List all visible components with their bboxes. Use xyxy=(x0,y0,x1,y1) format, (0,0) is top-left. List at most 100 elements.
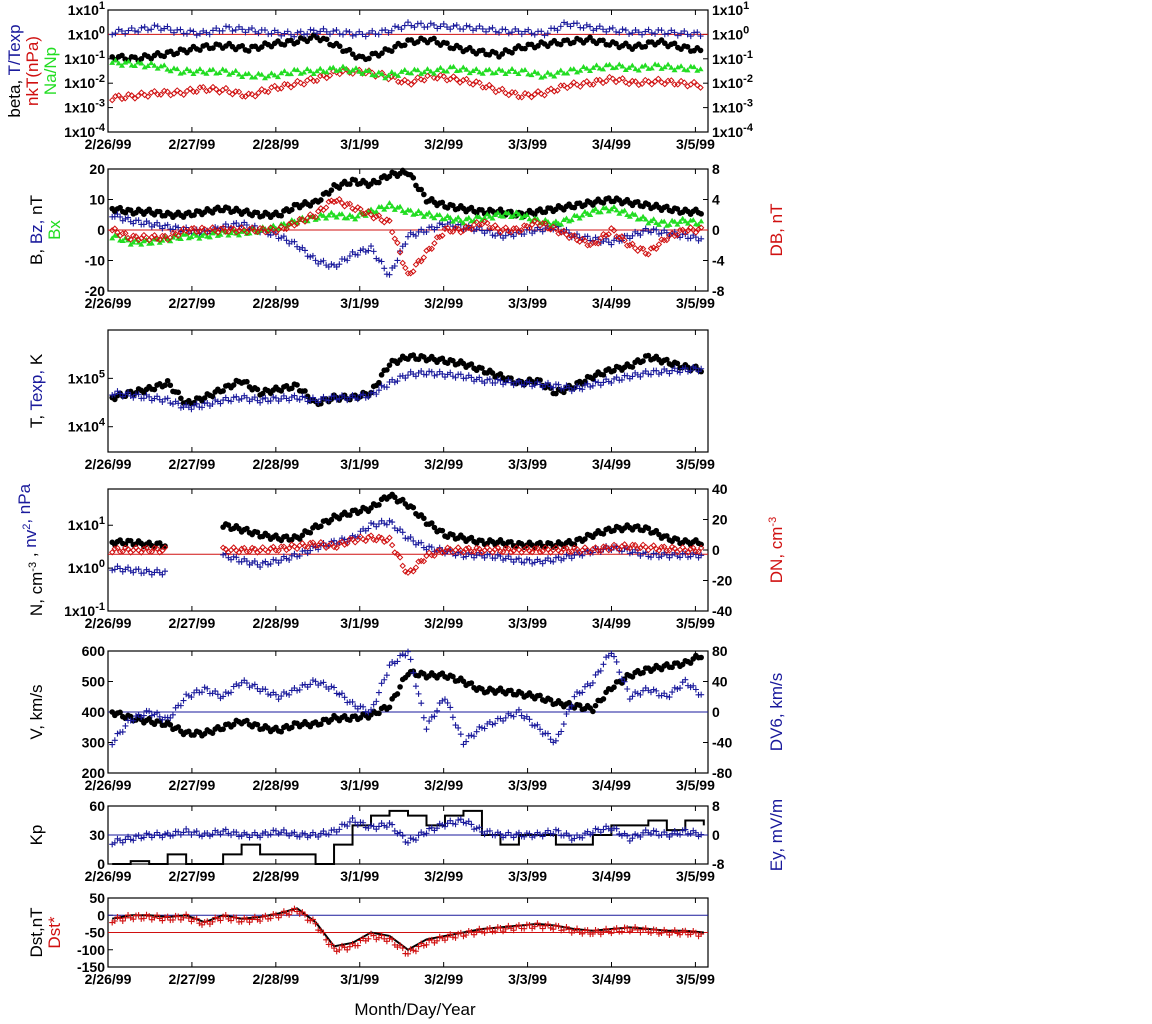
y-tick-label: 1x101 xyxy=(68,515,105,533)
data-point xyxy=(613,374,620,381)
data-point xyxy=(307,547,314,554)
data-point xyxy=(272,394,279,401)
data-point xyxy=(590,27,597,34)
data-point xyxy=(119,238,126,244)
data-point xyxy=(424,23,431,30)
data-point xyxy=(497,830,504,837)
data-point xyxy=(661,829,668,836)
data-point xyxy=(479,365,485,371)
data-point xyxy=(581,208,588,214)
data-point xyxy=(200,27,207,34)
data-point xyxy=(127,713,134,720)
data-point xyxy=(647,245,655,252)
data-point xyxy=(600,928,607,935)
data-point xyxy=(132,233,140,240)
data-point xyxy=(159,571,166,578)
data-point xyxy=(148,240,155,246)
data-point xyxy=(188,694,195,701)
data-point xyxy=(434,67,441,73)
data-point xyxy=(529,383,536,390)
data-point xyxy=(275,225,282,231)
y-axis-label: B, Bz, nT xyxy=(27,195,46,265)
data-point xyxy=(131,95,139,102)
data-point xyxy=(405,19,411,26)
data-point xyxy=(682,547,689,554)
data-point xyxy=(381,676,388,683)
data-point xyxy=(465,214,472,220)
data-point xyxy=(420,254,428,261)
y-tick-label: 1x100 xyxy=(68,24,105,42)
data-point xyxy=(423,371,430,378)
data-point xyxy=(441,548,449,555)
y-tick-label: 500 xyxy=(82,674,106,690)
data-point xyxy=(239,43,246,49)
data-point xyxy=(312,213,319,221)
data-point xyxy=(203,70,210,76)
data-point xyxy=(291,238,298,245)
data-point xyxy=(299,909,306,916)
data-point xyxy=(294,67,301,73)
data-point xyxy=(698,541,704,548)
data-point xyxy=(135,832,142,839)
data-point xyxy=(394,378,401,385)
data-point xyxy=(441,374,448,381)
data-point xyxy=(296,833,303,840)
y-tick-label: 60 xyxy=(89,798,105,814)
data-point xyxy=(508,538,514,545)
data-point xyxy=(280,392,287,399)
data-point xyxy=(645,553,652,560)
data-point xyxy=(175,828,182,835)
data-point xyxy=(228,556,235,563)
data-point xyxy=(156,713,163,720)
data-point xyxy=(143,911,150,918)
data-point xyxy=(294,77,301,85)
data-point xyxy=(169,832,176,839)
data-point xyxy=(521,231,528,238)
data-point xyxy=(151,569,158,576)
data-point xyxy=(125,564,132,571)
data-point xyxy=(125,389,132,396)
data-point xyxy=(132,833,139,840)
data-point xyxy=(259,395,266,402)
data-point xyxy=(389,203,396,209)
data-point xyxy=(417,258,425,265)
data-point xyxy=(555,547,562,554)
data-point xyxy=(632,27,639,34)
series-4 xyxy=(108,195,705,277)
data-point xyxy=(378,372,385,378)
data-point xyxy=(296,552,303,559)
data-point xyxy=(638,80,646,88)
data-point xyxy=(182,227,190,235)
data-point xyxy=(583,65,590,71)
data-point xyxy=(385,29,392,36)
data-point xyxy=(204,830,211,837)
data-point xyxy=(510,834,517,841)
data-point xyxy=(397,203,404,209)
data-point xyxy=(616,546,623,553)
y-tick-label: 30 xyxy=(89,827,105,843)
data-point xyxy=(449,228,457,235)
data-point xyxy=(338,690,345,697)
data-point xyxy=(344,200,351,208)
data-point xyxy=(204,399,211,406)
data-point xyxy=(613,28,620,35)
data-point xyxy=(402,375,409,382)
data-point xyxy=(600,372,607,378)
data-point xyxy=(426,209,433,215)
data-point xyxy=(156,236,163,243)
data-point xyxy=(262,394,269,401)
data-point xyxy=(398,68,405,74)
data-point xyxy=(664,533,670,539)
data-point xyxy=(684,83,691,90)
data-point xyxy=(148,60,155,66)
data-point xyxy=(346,46,353,53)
data-point xyxy=(593,25,600,32)
data-point xyxy=(481,831,488,838)
data-point xyxy=(330,64,337,70)
data-point xyxy=(642,543,649,551)
data-point xyxy=(328,941,335,948)
data-point xyxy=(274,74,281,80)
data-point xyxy=(125,91,132,98)
data-point xyxy=(531,545,538,552)
data-point xyxy=(151,232,158,239)
